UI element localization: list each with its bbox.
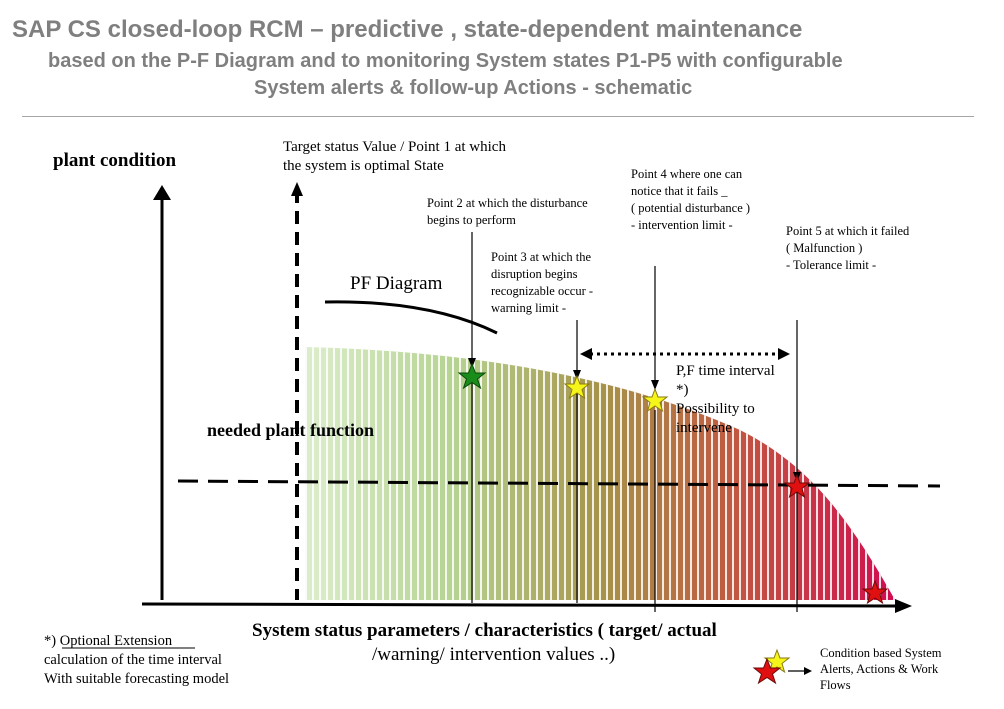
point4-line1: Point 4 where one can xyxy=(631,167,743,181)
point1-arrow xyxy=(291,182,303,196)
pf-interval-arrow-left xyxy=(580,348,592,360)
point3-star-icon xyxy=(563,374,591,400)
point4-line2: notice that it fails _ xyxy=(631,184,728,198)
needed-function-line xyxy=(177,479,941,488)
point5-line1: Point 5 at which it failed xyxy=(786,224,910,238)
pf-interval-line4: intervene xyxy=(676,420,732,436)
footnote: *) Optional Extension calculation of the… xyxy=(44,632,229,689)
point1-line1: Target status Value / Point 1 at which xyxy=(283,139,506,155)
point3-line4: warning limit - xyxy=(491,301,566,315)
pf-curve-stripes xyxy=(305,347,895,600)
title-divider xyxy=(22,116,974,117)
point2-line2: begins to perform xyxy=(427,213,516,227)
point4-line4: - intervention limit - xyxy=(631,218,733,232)
slide-subtitle-line2: System alerts & follow-up Actions - sche… xyxy=(254,77,693,99)
footnote-line3: With suitable forecasting model xyxy=(44,671,230,687)
point3-line1: Point 3 at which the xyxy=(491,250,591,264)
pf-interval-line2: *) xyxy=(676,382,689,398)
failure-star-icon xyxy=(861,579,889,605)
point5-line3: - Tolerance limit - xyxy=(786,258,877,272)
point2-annotation: Point 2 at which the disturbance begins … xyxy=(427,195,588,229)
slide-title: SAP CS closed-loop RCM – predictive , st… xyxy=(12,16,803,43)
y-axis-label: plant condition xyxy=(53,150,177,171)
needed-function-label: needed plant function xyxy=(207,420,375,440)
legend-line2: Alerts, Actions & Work xyxy=(820,662,939,676)
point5-annotation: Point 5 at which it failed ( Malfunction… xyxy=(786,223,909,274)
point3-line2: disruption begins xyxy=(491,267,578,281)
footnote-line2: calculation of the time interval xyxy=(44,652,222,668)
pf-interval-line3: Possibility to xyxy=(676,401,755,417)
point2-star-icon xyxy=(457,362,487,390)
point4-annotation: Point 4 where one can notice that it fai… xyxy=(631,166,750,234)
point1-annotation: Target status Value / Point 1 at which t… xyxy=(283,138,506,176)
legend-arrow-icon xyxy=(804,667,812,675)
point1-line2: the system is optimal State xyxy=(283,158,444,174)
footnote-marker: *) xyxy=(44,633,60,649)
pf-interval-line1: P,F time interval xyxy=(676,363,775,379)
pf-interval-annotation: P,F time interval *) Possibility to inte… xyxy=(676,362,775,438)
point4-line3: ( potential disturbance ) xyxy=(631,201,751,215)
pf-diagram-label: PF Diagram xyxy=(350,273,443,294)
legend-line3: Flows xyxy=(820,678,851,692)
point5-star-icon xyxy=(783,473,811,499)
legend-yellow-star-icon xyxy=(763,648,791,674)
legend-line1: Condition based System xyxy=(820,646,942,660)
footnote-heading: Optional Extension xyxy=(59,633,173,649)
x-axis xyxy=(141,602,901,608)
point5-line2: ( Malfunction ) xyxy=(786,241,863,255)
x-axis-arrow xyxy=(895,599,912,613)
point4-arrow xyxy=(651,380,659,390)
pf-interval-arrow-right xyxy=(778,348,790,360)
point3-annotation: Point 3 at which the disruption begins r… xyxy=(491,249,593,317)
legend: Condition based System Alerts, Actions &… xyxy=(820,645,942,693)
legend-red-star-icon xyxy=(752,657,782,685)
point4-star-icon xyxy=(641,387,669,413)
pf-label-line xyxy=(324,300,498,335)
point3-line3: recognizable occur - xyxy=(491,284,594,298)
y-axis-arrow xyxy=(153,185,171,200)
x-axis-label-line1: System status parameters / characteristi… xyxy=(252,620,717,641)
slide-subtitle-line1: based on the P-F Diagram and to monitori… xyxy=(48,50,843,72)
x-axis-label-line2: /warning/ intervention values ..) xyxy=(372,644,616,665)
point2-line1: Point 2 at which the disturbance xyxy=(427,196,588,210)
